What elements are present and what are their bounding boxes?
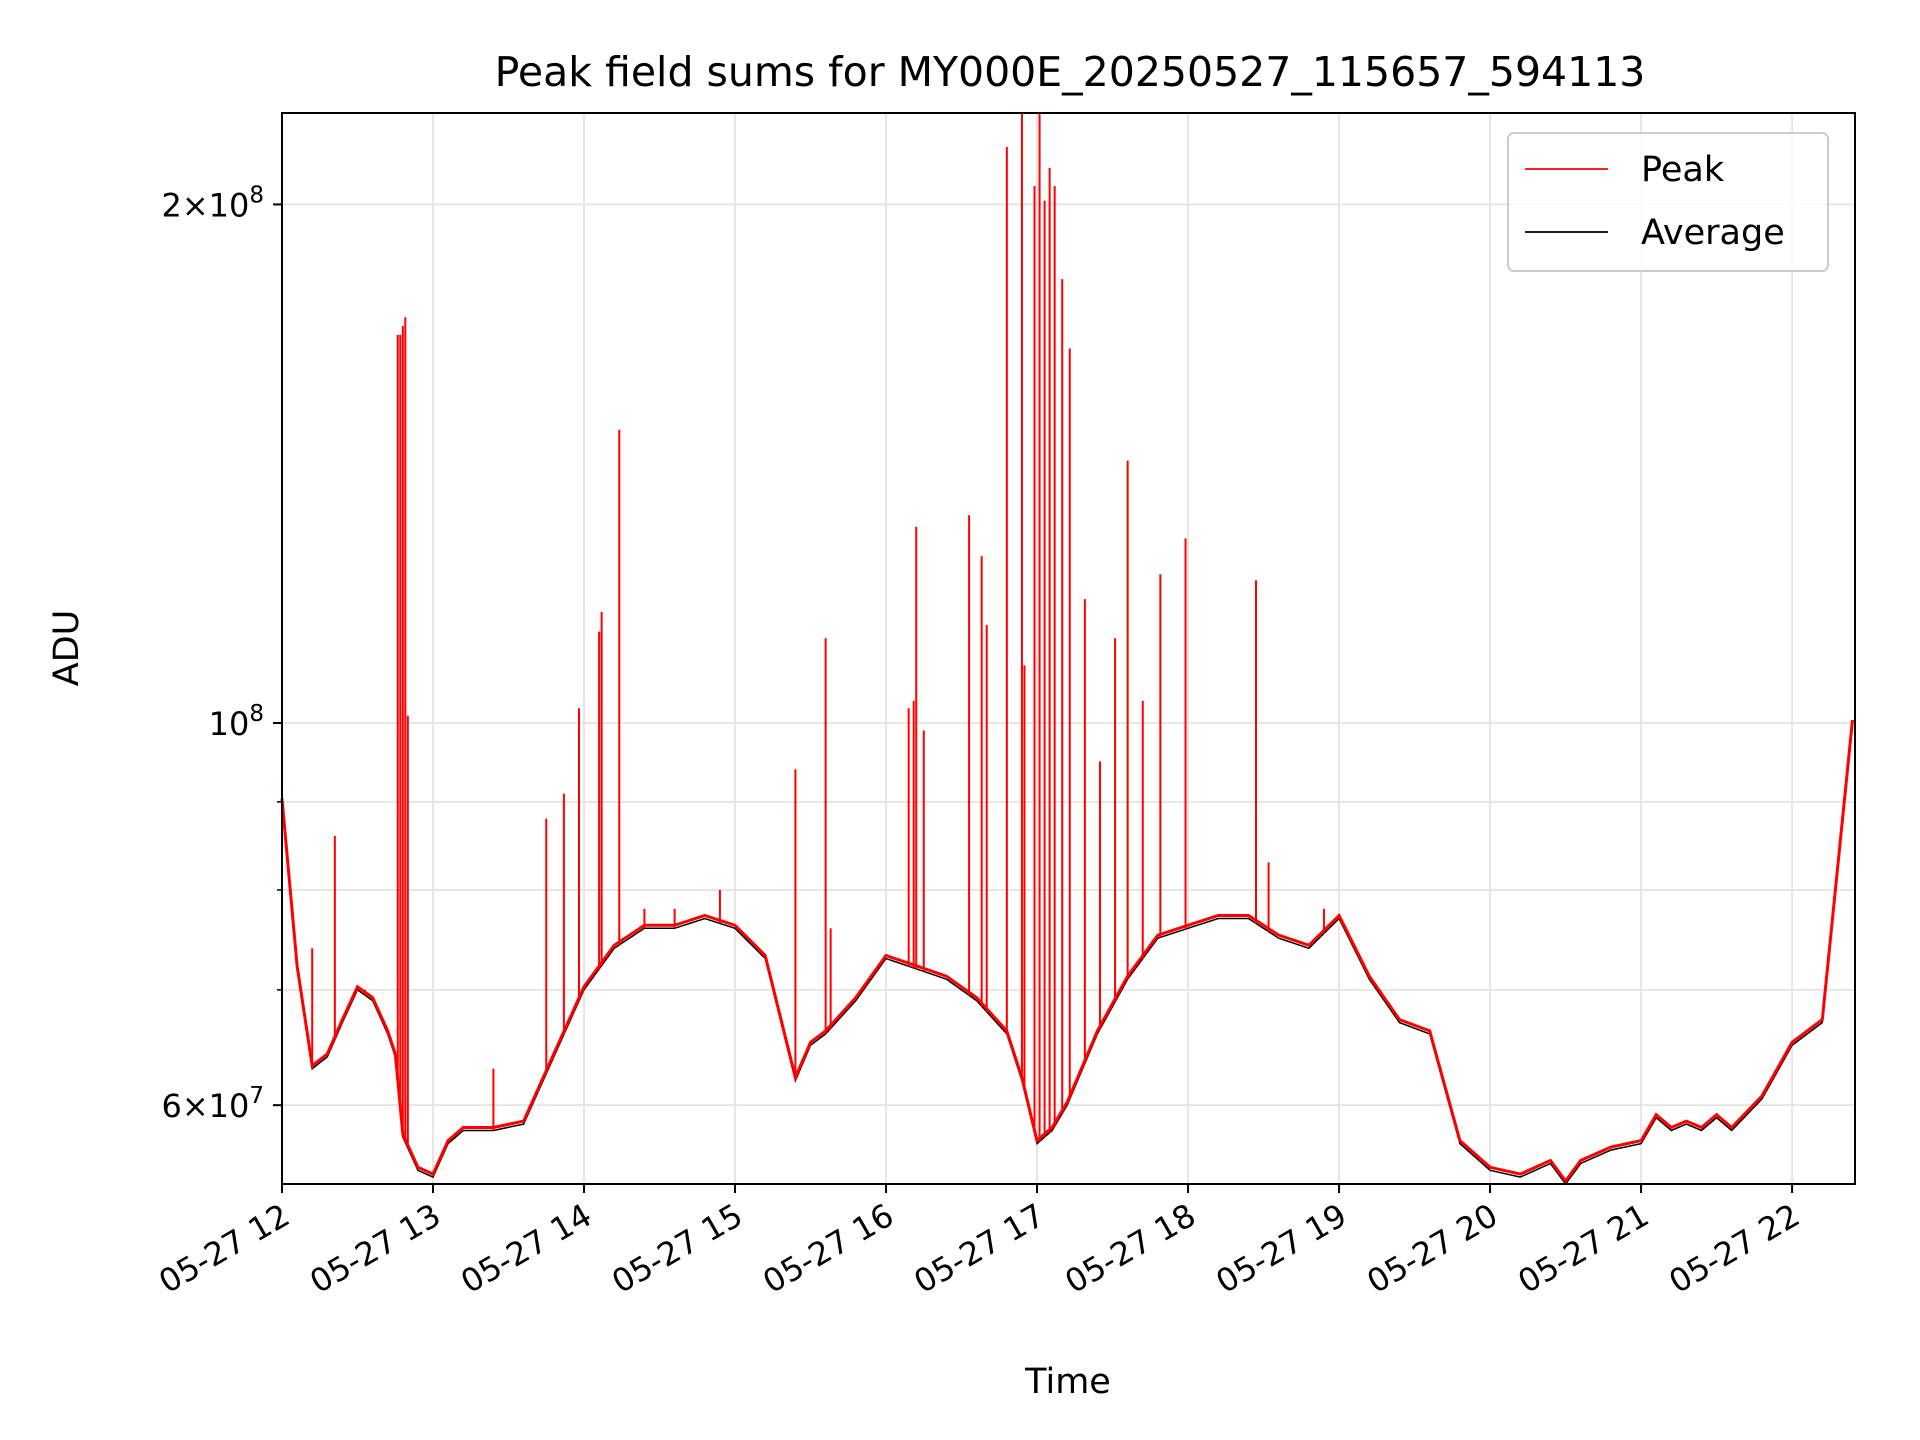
y-tick-label: 108: [209, 701, 264, 743]
peak-series: [280, 113, 1854, 1184]
gridlines: [281, 113, 1855, 1184]
y-axis-label: ADU: [47, 610, 87, 687]
legend: Peak Average: [1507, 132, 1829, 272]
legend-box: [1507, 132, 1829, 272]
y-tick-label: 2×108: [161, 182, 264, 224]
y-axis-ticks: 6×107 108 2×108: [161, 182, 282, 1125]
legend-label: Peak: [1641, 150, 1725, 190]
y-tick-label: 6×107: [161, 1083, 264, 1125]
plot-frame: [281, 112, 1856, 1185]
legend-label: Average: [1641, 213, 1785, 253]
chart-title: Peak field sums for MY000E_20250527_1156…: [495, 48, 1646, 96]
x-axis-label: Time: [1024, 1362, 1111, 1402]
